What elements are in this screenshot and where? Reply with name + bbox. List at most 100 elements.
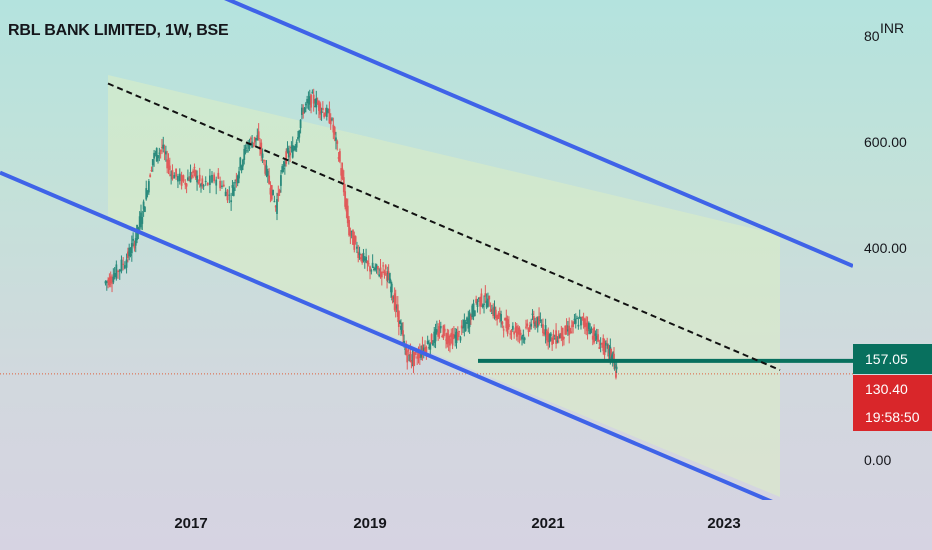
candle-body [293,148,295,150]
candle-body [370,270,373,272]
candle-body [231,185,234,188]
x-tick-label: 2021 [531,515,565,532]
candle-body [525,326,527,328]
candle-body [304,103,307,106]
candle-body [147,181,150,193]
candle-body [249,138,252,140]
channel-upper-line[interactable] [0,0,853,268]
candle-body [324,113,327,117]
candle-body [521,336,523,340]
candle-body [498,313,501,317]
candle-body [352,230,354,245]
candle-body [311,91,314,94]
candle-body [598,347,601,349]
candle-body [435,329,438,333]
candle-body [496,315,499,320]
candle-body [472,303,475,317]
candle-body [157,155,159,159]
candle-body [577,324,580,327]
candle-body [253,137,256,143]
candle-body [369,266,371,272]
candle-body [321,107,324,110]
candle-body [420,352,423,358]
candle-body [508,324,510,327]
candle-body [257,131,260,139]
candle-body [153,152,155,159]
candle-body [504,318,506,321]
candle-body [604,342,607,346]
candle-body [569,331,572,334]
candle-body [466,317,468,322]
candle-body [126,251,129,259]
candle-body [397,310,400,327]
candle-body [115,264,118,279]
candle-body [551,337,554,345]
candle-body [553,338,556,340]
candle-body [164,151,167,155]
candle-body [544,325,547,335]
channel-midline[interactable] [107,82,781,371]
candle-body [251,141,254,148]
candle-body [538,316,540,325]
candle-body [405,343,408,355]
candle-body [260,142,263,155]
candle-body [287,150,290,158]
candle-body [595,335,598,340]
candle-body [546,330,548,341]
candle-body [281,166,284,173]
candle-body [488,295,491,300]
candle-body [232,187,235,196]
candle-body [542,324,544,334]
candle-body [386,273,388,281]
candle-body [365,256,367,263]
candle-body [290,147,293,149]
candle-body [432,342,434,346]
candle-body [528,325,531,330]
candle-body [378,274,381,277]
candle-body [374,267,377,270]
candle-body [401,329,403,333]
candle-body [418,350,421,359]
candle-body [342,177,345,193]
candle-body [589,328,592,334]
candle-body [490,312,493,314]
candle-body [396,304,399,317]
candle-body [555,330,557,344]
candle-body [581,316,584,319]
candle-body [283,161,286,167]
candle-body [393,293,396,310]
candle-body [298,130,301,138]
candle-body [306,99,309,103]
candle-body [168,165,171,170]
candle-body [173,175,176,179]
candle-body [141,217,144,224]
candle-body [615,366,618,370]
channel-fill [108,75,780,497]
candle-body [443,328,446,332]
candle-body [297,137,299,140]
candle-body [463,319,466,328]
candle-body [234,182,236,184]
candle-body [366,260,369,264]
candle-body [362,252,365,261]
candle-body [219,180,222,189]
candle-body [273,201,276,203]
candle-body [344,191,347,207]
candle-body [473,310,476,317]
candle-body [565,325,568,332]
candle-body [197,182,200,184]
x-tick-label: 2019 [353,515,387,532]
candle-body [245,150,248,152]
channel-lower-line[interactable] [0,170,853,537]
candle-body [493,306,496,316]
candle-body [505,317,508,329]
candle-body [255,138,257,141]
candle-body [252,142,255,144]
candle-body [222,184,225,187]
candle-body [186,177,189,181]
candle-body [532,316,535,324]
candle-body [549,333,552,336]
candle-body [527,329,530,332]
candle-body [289,152,291,156]
